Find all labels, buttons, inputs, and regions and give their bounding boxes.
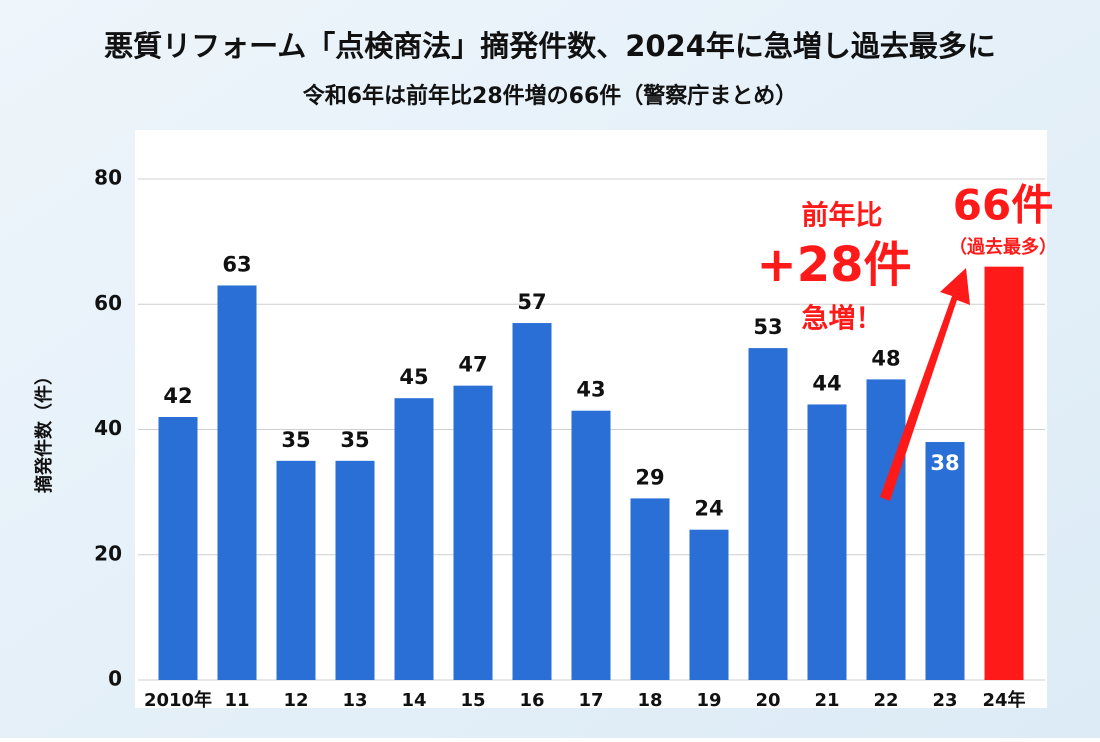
x-tick-label: 19 [696, 690, 721, 711]
value-label: 45 [399, 365, 428, 389]
x-tick-label: 20 [755, 690, 780, 711]
value-label: 24 [694, 497, 723, 521]
y-tick-label: 60 [94, 291, 122, 315]
x-tick-label: 18 [637, 690, 662, 711]
change-prefix: 前年比 [802, 200, 883, 232]
bar [335, 460, 375, 680]
value-label: 63 [222, 252, 251, 276]
value-label: 35 [340, 428, 369, 452]
value-label: 48 [871, 346, 900, 370]
bar [394, 398, 434, 680]
value-label: 53 [753, 315, 782, 339]
bar [571, 410, 611, 680]
bar [453, 385, 493, 680]
x-tick-label: 23 [932, 690, 957, 711]
y-tick-label: 80 [94, 166, 122, 190]
bar [512, 323, 552, 680]
x-tick-label: 12 [283, 690, 308, 711]
value-label: 47 [458, 353, 487, 377]
bar [807, 404, 847, 680]
change-value: +28件 [756, 237, 911, 293]
bar [630, 498, 670, 680]
bar [158, 416, 198, 680]
chart-title: 悪質リフォーム「点検商法」摘発件数、2024年に急増し過去最多に [104, 29, 996, 63]
value-label: 42 [163, 384, 192, 408]
y-tick-label: 40 [94, 416, 122, 440]
x-tick-label: 17 [578, 690, 603, 711]
x-tick-label: 15 [460, 690, 485, 711]
record-note: （過去最多） [949, 236, 1057, 258]
chart-subtitle: 令和6年は前年比28件増の66件（警察庁まとめ） [303, 83, 798, 109]
value-label: 43 [576, 378, 605, 402]
bar [866, 379, 906, 680]
x-tick-label: 11 [224, 690, 249, 711]
bar [276, 460, 316, 680]
arrow [880, 268, 970, 501]
x-tick-label: 14 [401, 690, 426, 711]
value-label: 38 [930, 451, 959, 475]
bar [984, 266, 1024, 680]
bar [217, 285, 257, 680]
x-tick-label: 24年 [982, 689, 1025, 711]
value-label: 44 [812, 371, 841, 395]
y-axis-label: 摘発件数（件） [33, 367, 55, 493]
x-tick-label: 2010年 [144, 689, 212, 711]
x-tick-label: 22 [873, 690, 898, 711]
marks: 0 20 40 60 80 2010年 42 11 63 12 35 13 35 14 45 15 47 16 57… [94, 166, 1045, 711]
y-tick-label: 20 [94, 541, 122, 565]
bar [925, 442, 965, 680]
bar [689, 529, 729, 680]
bar [748, 348, 788, 680]
value-label: 57 [517, 290, 546, 314]
change-suffix: 急増！ [802, 303, 883, 335]
x-tick-label: 16 [519, 690, 544, 711]
record-value: 66件 [953, 181, 1053, 230]
y-tick-label: 0 [108, 667, 122, 691]
value-label: 35 [281, 428, 310, 452]
value-label: 29 [635, 465, 664, 489]
x-tick-label: 13 [342, 690, 367, 711]
x-tick-label: 21 [814, 690, 839, 711]
